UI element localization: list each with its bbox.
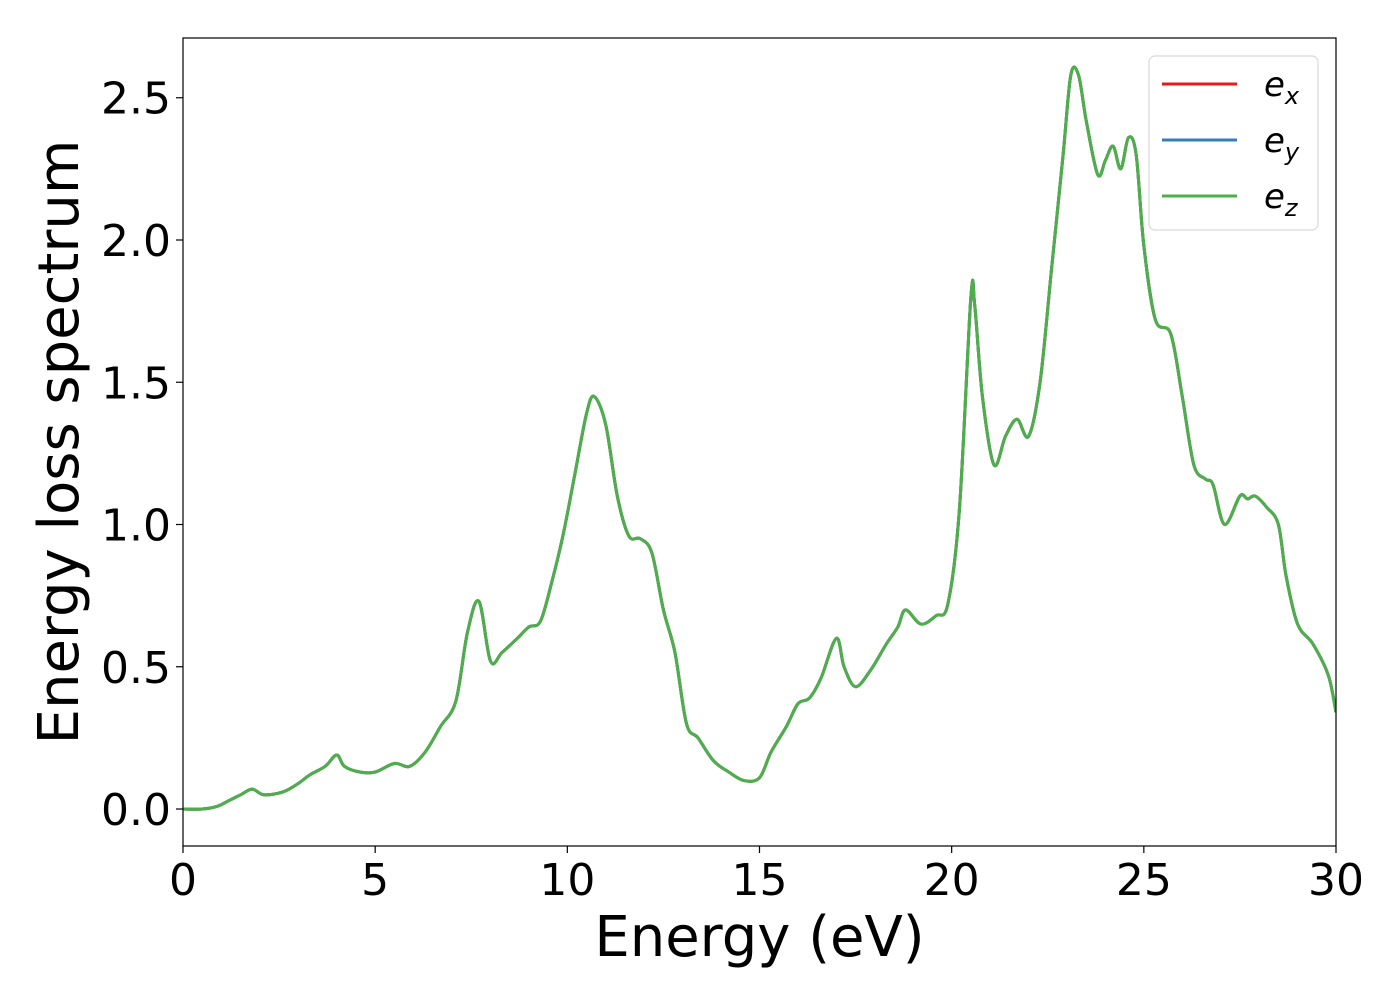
y-axis-title: Energy loss spectrum [27, 140, 92, 745]
legend-box [1148, 55, 1319, 231]
y-tick-label: 1.0 [101, 501, 171, 552]
legend-label-subscript: x [1284, 82, 1300, 110]
x-tick-label: 15 [732, 855, 788, 906]
plot-area [183, 65, 1336, 811]
legend-label-base: e [1264, 177, 1285, 217]
x-tick-label: 20 [924, 855, 980, 906]
y-tick-label: 0.0 [101, 785, 171, 836]
x-tick-label: 30 [1308, 855, 1364, 906]
x-tick-label: 5 [361, 855, 389, 906]
x-tick-label: 0 [169, 855, 197, 906]
y-tick-label: 1.5 [101, 358, 171, 409]
series-line-z [183, 65, 1336, 811]
y-tick-label: 2.0 [101, 216, 171, 267]
y-tick-label: 2.5 [101, 74, 171, 125]
x-axis-title: Energy (eV) [594, 905, 924, 970]
legend-label-base: e [1264, 65, 1285, 105]
legend-label-y: ey [1264, 121, 1300, 166]
legend-label-subscript: z [1284, 194, 1299, 222]
x-tick-label: 10 [539, 855, 595, 906]
legend-label-base: e [1264, 121, 1285, 161]
y-tick-label: 0.5 [101, 643, 171, 694]
axes: 0 5 10 15 20 25 30 0.0 0.5 1.0 1.5 2.0 2.5 [101, 37, 1364, 906]
x-tick-label: 25 [1116, 855, 1172, 906]
legend-label-x: ex [1264, 65, 1300, 110]
legend-label-z: ez [1264, 177, 1299, 222]
legend-label-subscript: y [1284, 138, 1300, 166]
